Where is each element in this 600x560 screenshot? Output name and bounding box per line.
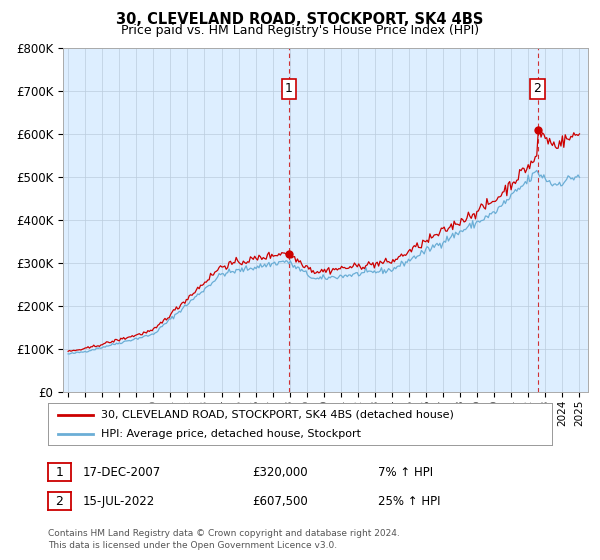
Text: 30, CLEVELAND ROAD, STOCKPORT, SK4 4BS (detached house): 30, CLEVELAND ROAD, STOCKPORT, SK4 4BS (… [101,409,454,419]
Text: 1: 1 [285,82,293,95]
Text: HPI: Average price, detached house, Stockport: HPI: Average price, detached house, Stoc… [101,429,361,439]
Text: Contains HM Land Registry data © Crown copyright and database right 2024.
This d: Contains HM Land Registry data © Crown c… [48,529,400,550]
Text: Price paid vs. HM Land Registry's House Price Index (HPI): Price paid vs. HM Land Registry's House … [121,24,479,37]
Text: £607,500: £607,500 [252,494,308,508]
Text: 25% ↑ HPI: 25% ↑ HPI [378,494,440,508]
Text: 2: 2 [533,82,541,95]
Text: 2: 2 [55,494,64,508]
Text: 30, CLEVELAND ROAD, STOCKPORT, SK4 4BS: 30, CLEVELAND ROAD, STOCKPORT, SK4 4BS [116,12,484,27]
Text: £320,000: £320,000 [252,465,308,479]
Text: 7% ↑ HPI: 7% ↑ HPI [378,465,433,479]
Text: 15-JUL-2022: 15-JUL-2022 [83,494,155,508]
Text: 17-DEC-2007: 17-DEC-2007 [83,465,161,479]
Text: 1: 1 [55,465,64,479]
